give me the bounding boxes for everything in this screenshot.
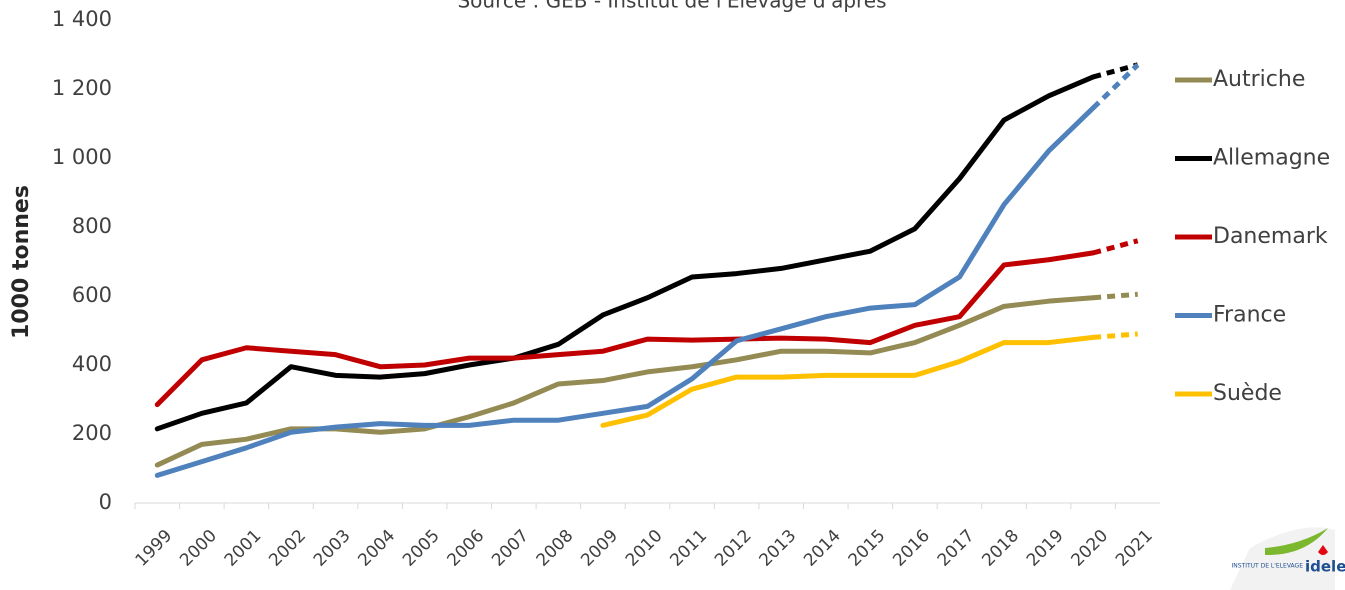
line bbox=[154, 295, 1096, 468]
x-tick-label: 2000 bbox=[176, 526, 221, 571]
x-tick-label: 2021 bbox=[1112, 526, 1157, 571]
line-forecast bbox=[1092, 331, 1138, 340]
x-tick-label: 2003 bbox=[310, 526, 355, 571]
legend-label: France bbox=[1213, 303, 1286, 328]
legend-label: Danemark bbox=[1213, 224, 1328, 249]
x-tick-label: 2012 bbox=[711, 526, 756, 571]
x-tick-label: 2014 bbox=[800, 526, 845, 571]
line-forecast bbox=[1092, 238, 1139, 256]
x-tick-label: 2020 bbox=[1067, 526, 1112, 571]
x-tick-label: 2009 bbox=[577, 526, 622, 571]
x-tick-label: 2001 bbox=[221, 526, 266, 571]
x-tick-label: 2019 bbox=[1023, 526, 1068, 571]
x-tick-label: 2013 bbox=[756, 526, 801, 571]
x-tick-label: 2002 bbox=[265, 526, 310, 571]
legend-label: Suède bbox=[1213, 381, 1282, 406]
line-forecast bbox=[1092, 291, 1138, 301]
x-tick-label: 2004 bbox=[354, 526, 399, 571]
line bbox=[154, 105, 1096, 478]
line bbox=[600, 334, 1096, 428]
x-tick-label: 1999 bbox=[132, 526, 177, 571]
y-tick-label: 1 000 bbox=[52, 145, 112, 169]
y-tick-label: 200 bbox=[72, 421, 112, 445]
line bbox=[154, 250, 1096, 408]
chart-subtitle: Source : GEB - Institut de l'Elevage d'a… bbox=[457, 0, 886, 13]
logo-subtext: INSTITUT DE L'ELEVAGE bbox=[1231, 563, 1303, 570]
y-tick-label: 1 400 bbox=[52, 7, 112, 31]
y-tick-label: 1 200 bbox=[52, 76, 112, 100]
x-tick-label: 2007 bbox=[488, 526, 533, 571]
legend-label: Autriche bbox=[1213, 67, 1305, 92]
y-tick-label: 0 bbox=[99, 490, 112, 514]
logo-text: idele bbox=[1305, 558, 1345, 576]
x-tick-label: 2011 bbox=[666, 526, 711, 571]
y-tick-label: 600 bbox=[72, 283, 112, 307]
x-tick-label: 2018 bbox=[978, 526, 1023, 571]
logo: INSTITUT DE L'ELEVAGE idele bbox=[1230, 527, 1345, 590]
logo-swoosh bbox=[1265, 528, 1328, 556]
x-tick-label: 2015 bbox=[845, 526, 890, 571]
logo-drop bbox=[1318, 545, 1328, 555]
line-forecast bbox=[1091, 63, 1140, 110]
x-tick-label: 2010 bbox=[622, 526, 667, 571]
x-tick-label: 2017 bbox=[934, 526, 979, 571]
line-forecast bbox=[1092, 62, 1139, 80]
legend-label: Allemagne bbox=[1213, 146, 1330, 171]
x-tick-label: 2006 bbox=[444, 526, 489, 571]
x-tick-label: 2005 bbox=[399, 526, 444, 571]
x-tick-label: 2016 bbox=[889, 526, 934, 571]
line bbox=[154, 74, 1096, 432]
y-axis-label: 1000 tonnes bbox=[9, 185, 34, 339]
x-tick-label: 2008 bbox=[533, 526, 578, 571]
y-tick-label: 400 bbox=[72, 352, 112, 376]
y-tick-label: 800 bbox=[72, 214, 112, 238]
